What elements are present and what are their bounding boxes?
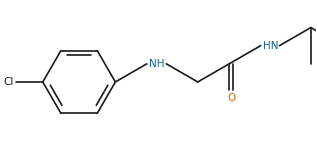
Text: O: O [227,93,235,103]
Text: NH: NH [149,59,165,69]
Text: Cl: Cl [3,77,14,87]
Text: HN: HN [263,41,278,51]
